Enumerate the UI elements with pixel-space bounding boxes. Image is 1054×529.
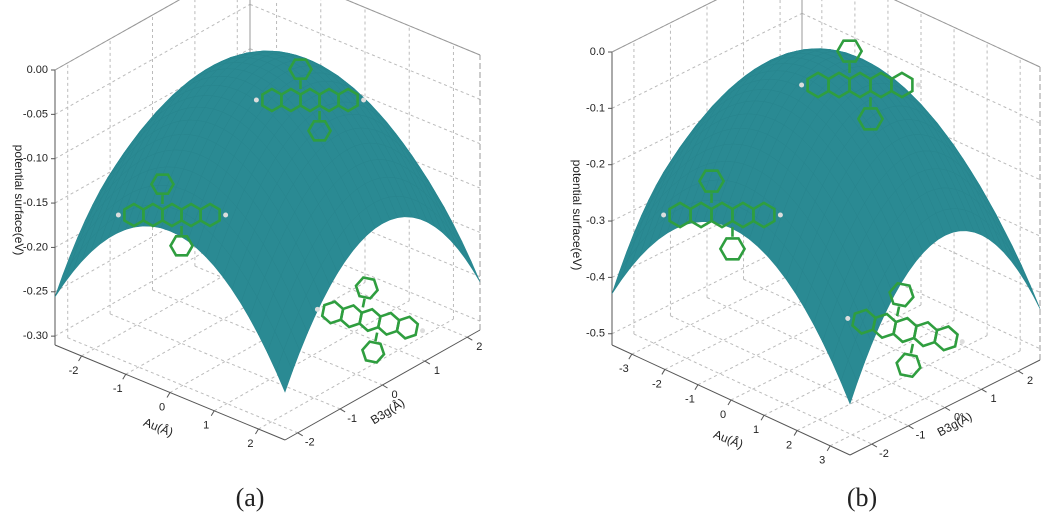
surface-patch [455,237,473,270]
tick-mark [382,384,388,389]
y-tick-label: -2 [305,437,315,449]
tick-mark [628,353,633,360]
z-tick-label: -0.30 [23,330,48,342]
atom [361,97,367,103]
tick-mark [760,415,765,421]
x-tick-label: 2 [247,438,253,450]
ring [376,311,401,337]
y-tick-label: 2 [1027,375,1033,387]
tick-mark [871,443,878,448]
ring [169,234,195,257]
x-tick-label: -2 [69,365,79,377]
x-tick-label: 3 [819,455,825,467]
atom [915,82,921,88]
surface [54,50,481,393]
atom [253,97,259,103]
z-tick-label: -0.25 [23,286,48,298]
grid-line [54,3,251,115]
atom [115,212,121,218]
x-axis-title: Au(Å) [711,426,745,451]
atom [420,328,426,334]
x-tick-label: 1 [203,420,209,432]
z-tick-label: -0.5 [586,328,605,340]
x-axis-title: Au(Å) [141,414,175,439]
tick-mark [467,336,473,341]
grid-line [67,337,298,434]
surface-patch [54,262,72,298]
y-tick-label: -1 [916,430,926,442]
grid-line [213,300,410,412]
tick-mark [78,355,82,362]
x-tick-label: 1 [753,424,759,436]
z-tick-label: -0.3 [586,215,605,227]
ring [718,237,747,261]
x-tick-label: 0 [159,401,165,413]
ring [358,307,382,333]
z-axis-title: potential surface(eV) [12,145,26,256]
tick-mark [122,373,127,380]
x-tick-label: -3 [619,363,629,375]
bond [361,298,366,308]
x-tick-label: -1 [685,394,695,406]
tick-mark [424,360,431,365]
x-tick-label: -2 [652,378,662,390]
tick-mark [297,432,303,437]
grid-line [258,318,454,430]
axis-line [345,0,481,56]
surface-patch [1008,248,1026,282]
panel-caption: (a) [236,483,265,512]
z-tick-label: -0.1 [586,102,605,114]
ring [360,340,386,364]
z-tick-label: -0.05 [23,108,48,120]
ring [320,300,345,325]
axis-line [54,0,181,71]
tick-mark [793,430,798,436]
grid-line [169,282,366,393]
tick-mark [826,445,831,452]
z-tick-label: 0.0 [590,46,605,58]
z-axis-title: potential surface(eV) [570,160,584,271]
tick-mark [1017,370,1024,375]
z-tick-label: -0.2 [586,159,605,171]
x-tick-label: -1 [113,383,123,395]
x-tick-label: 2 [786,439,792,451]
x-tick-label: 0 [720,409,726,421]
y-axis-title: B3g(Å) [367,395,407,428]
tick-mark [727,399,732,406]
bond [909,343,915,354]
tick-mark [944,407,951,411]
tick-mark [661,369,666,375]
z-tick-label: 0.00 [27,64,48,76]
tick-mark [255,428,259,435]
bond [895,306,901,317]
tick-mark [210,410,215,417]
y-tick-label: -1 [347,413,357,425]
tick-mark [694,384,699,390]
ring [895,352,922,379]
tick-mark [981,388,987,393]
panel-caption: (b) [847,483,877,512]
tick-mark [908,425,914,430]
y-tick-label: 1 [434,365,440,377]
atom [799,82,805,88]
tick-mark [166,392,171,398]
y-tick-label: 1 [990,393,996,405]
y-tick-label: 2 [476,341,482,353]
tick-mark [339,408,346,413]
atom [661,212,667,218]
y-tick-label: -2 [879,448,889,460]
atom [223,212,229,218]
ring [892,316,918,344]
atom [777,212,783,218]
z-tick-label: -0.4 [586,271,605,283]
bond [374,332,379,342]
ring [395,315,420,340]
ring [339,303,364,329]
